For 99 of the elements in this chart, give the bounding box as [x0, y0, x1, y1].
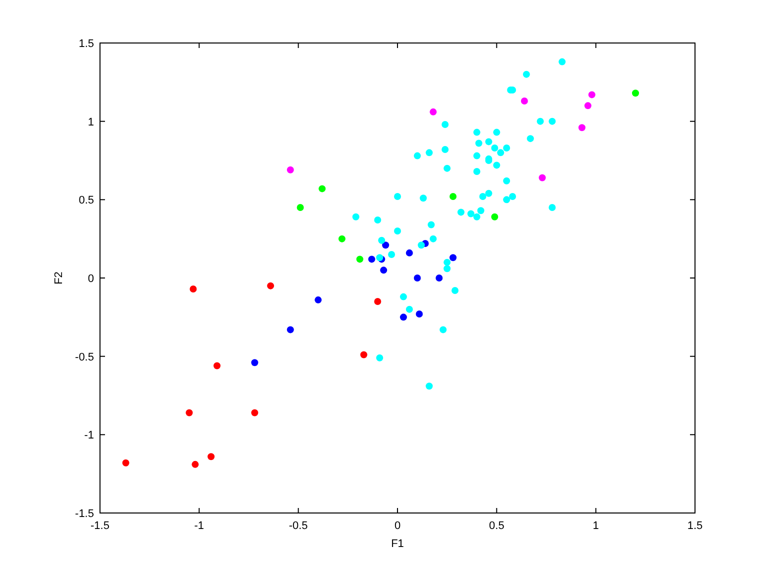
point — [632, 90, 639, 97]
point — [467, 210, 474, 218]
point — [192, 460, 199, 468]
point — [122, 459, 130, 466]
point — [509, 193, 516, 200]
point — [578, 124, 586, 132]
point — [475, 140, 482, 147]
point — [428, 221, 435, 228]
x-tick-label: 1 — [592, 520, 599, 532]
point — [479, 193, 486, 200]
point — [558, 58, 566, 66]
point — [190, 285, 197, 292]
point — [394, 193, 401, 200]
point — [536, 118, 544, 125]
point — [416, 310, 423, 318]
point — [436, 274, 443, 282]
point — [503, 196, 510, 204]
x-tick-label: -1 — [194, 520, 204, 532]
point — [442, 146, 449, 154]
point — [444, 265, 451, 272]
y-tick-label: 0.5 — [78, 194, 94, 207]
x-tick-label: 0 — [394, 520, 401, 532]
y-tick-label: -1 — [84, 430, 94, 442]
point — [457, 208, 464, 216]
point — [485, 190, 492, 197]
point — [526, 135, 534, 142]
point — [414, 274, 421, 282]
point — [251, 409, 258, 416]
point — [522, 70, 530, 78]
point — [314, 296, 322, 304]
x-tick-label: -0.5 — [288, 520, 308, 532]
x-tick-label: 1.5 — [687, 520, 703, 532]
point — [503, 177, 510, 184]
point — [497, 149, 504, 156]
point — [374, 298, 382, 305]
point — [406, 306, 413, 313]
point — [473, 213, 480, 220]
point — [491, 144, 498, 152]
y-tick-label: 1 — [88, 116, 94, 128]
point — [430, 235, 437, 242]
point — [418, 242, 425, 249]
point — [360, 351, 368, 358]
point — [376, 354, 384, 362]
point — [548, 204, 556, 211]
point — [444, 258, 451, 266]
point — [442, 120, 449, 128]
point — [267, 282, 274, 290]
point — [426, 149, 433, 156]
point — [588, 91, 596, 98]
point — [420, 194, 427, 202]
point — [251, 359, 258, 366]
y-tick-label: 0 — [88, 273, 94, 285]
point — [208, 453, 215, 460]
y-axis-title: F2 — [53, 272, 65, 284]
point — [477, 207, 484, 214]
point — [485, 138, 492, 146]
point — [473, 168, 480, 175]
point — [356, 256, 364, 263]
point — [286, 166, 294, 174]
point — [382, 242, 390, 249]
point — [426, 382, 433, 390]
point — [548, 118, 556, 125]
point — [414, 152, 421, 160]
point — [338, 235, 346, 242]
point — [473, 128, 480, 136]
point — [444, 164, 451, 172]
point — [503, 144, 510, 152]
x-tick-label: 0.5 — [489, 520, 504, 532]
point — [400, 314, 407, 321]
point — [368, 256, 376, 263]
y-tick-label: 1.5 — [78, 38, 94, 50]
point — [584, 102, 592, 110]
point — [520, 97, 528, 104]
x-axis-title: F1 — [391, 538, 404, 550]
point — [440, 326, 447, 334]
point — [406, 249, 413, 256]
point — [374, 216, 382, 224]
point — [430, 108, 437, 116]
point — [214, 362, 221, 370]
point — [493, 162, 500, 169]
point — [380, 266, 388, 274]
point — [388, 251, 396, 258]
point — [450, 254, 457, 262]
point — [352, 213, 360, 220]
point — [378, 236, 386, 244]
point — [394, 228, 401, 234]
point — [400, 293, 407, 300]
point — [538, 174, 546, 182]
point — [452, 287, 459, 294]
point — [186, 409, 193, 416]
point — [286, 326, 294, 334]
y-tick-label: -0.5 — [75, 351, 94, 364]
point — [491, 213, 498, 220]
point — [493, 128, 500, 136]
point — [450, 193, 457, 200]
point — [473, 152, 480, 160]
point — [296, 204, 304, 211]
point — [318, 185, 326, 192]
y-tick-label: -1.5 — [75, 508, 94, 520]
